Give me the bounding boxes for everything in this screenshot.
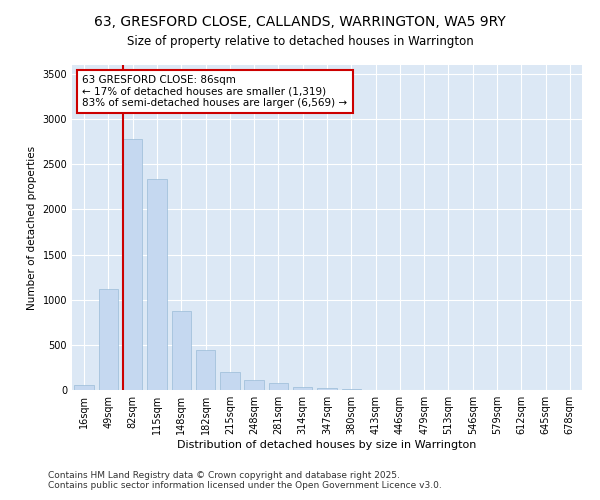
Bar <box>99 289 118 390</box>
Bar <box>220 372 239 390</box>
Bar <box>172 310 191 390</box>
Bar <box>74 386 94 390</box>
Bar <box>196 350 215 390</box>
Bar <box>123 139 142 390</box>
Bar <box>269 383 288 390</box>
Bar <box>293 388 313 390</box>
Text: Size of property relative to detached houses in Warrington: Size of property relative to detached ho… <box>127 35 473 48</box>
Text: Contains HM Land Registry data © Crown copyright and database right 2025.
Contai: Contains HM Land Registry data © Crown c… <box>48 470 442 490</box>
Text: 63, GRESFORD CLOSE, CALLANDS, WARRINGTON, WA5 9RY: 63, GRESFORD CLOSE, CALLANDS, WARRINGTON… <box>94 15 506 29</box>
X-axis label: Distribution of detached houses by size in Warrington: Distribution of detached houses by size … <box>178 440 476 450</box>
Y-axis label: Number of detached properties: Number of detached properties <box>27 146 37 310</box>
Bar <box>147 179 167 390</box>
Bar <box>317 388 337 390</box>
Bar <box>244 380 264 390</box>
Text: 63 GRESFORD CLOSE: 86sqm
← 17% of detached houses are smaller (1,319)
83% of sem: 63 GRESFORD CLOSE: 86sqm ← 17% of detach… <box>82 74 347 108</box>
